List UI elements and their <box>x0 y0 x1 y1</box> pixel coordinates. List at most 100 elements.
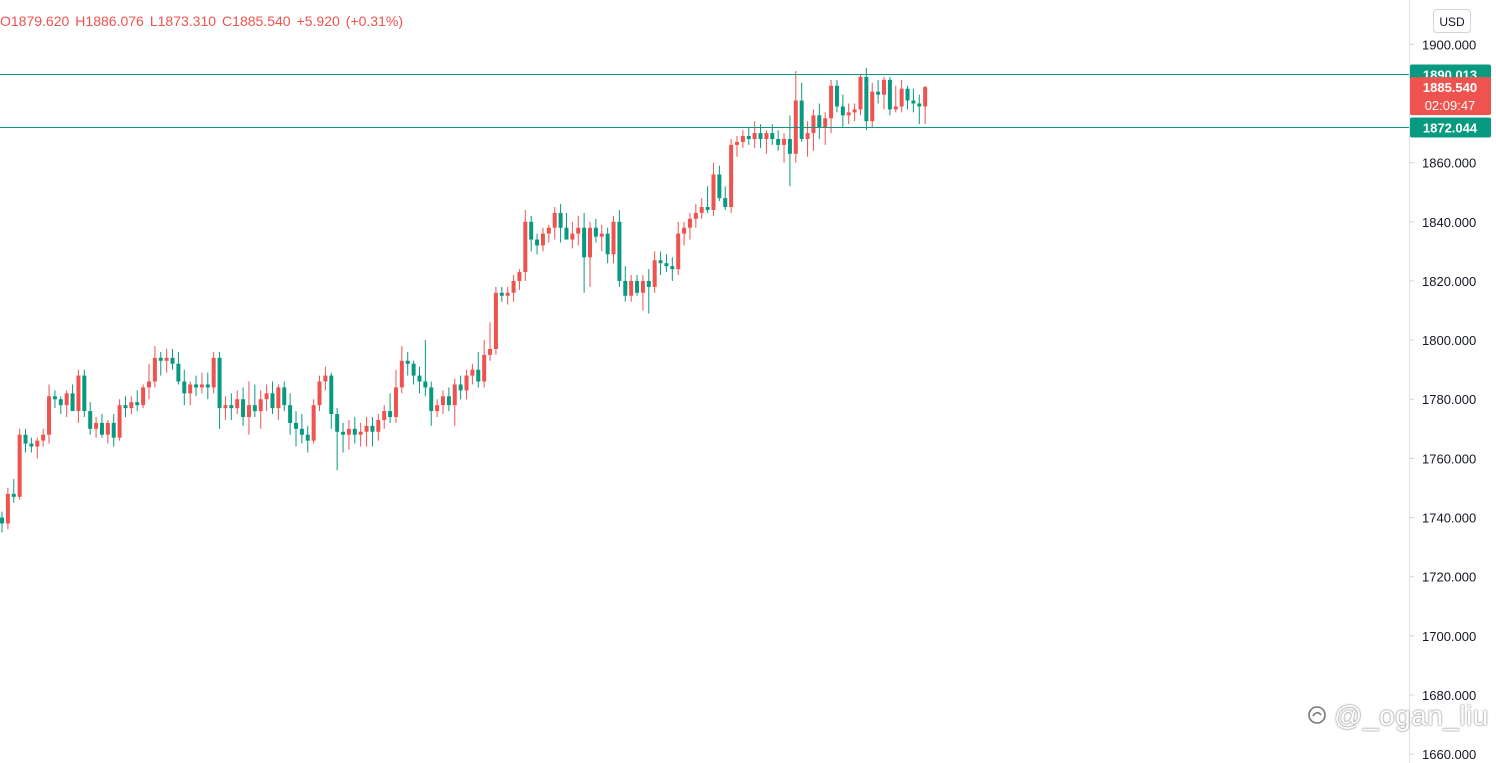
candle-body <box>852 109 857 113</box>
candle-body <box>205 384 210 388</box>
candle-body <box>687 218 692 228</box>
candle-body <box>64 393 69 406</box>
candle <box>799 82 804 142</box>
candle-body <box>5 493 10 524</box>
candle <box>540 227 545 252</box>
candle <box>693 204 698 228</box>
candle <box>364 416 369 447</box>
horizontal-line-tag: 1872.044 <box>1410 117 1491 138</box>
candle <box>29 437 34 453</box>
open-value: 1879.620 <box>10 13 70 29</box>
candle-body <box>70 393 75 412</box>
candle-body <box>799 100 804 139</box>
candle-body <box>411 363 416 376</box>
y-tick-label: 1900.000 <box>1422 37 1476 52</box>
candle-body <box>570 233 575 240</box>
candle <box>417 366 422 394</box>
candle <box>646 269 651 314</box>
candle-body <box>370 425 375 432</box>
candle <box>893 85 898 113</box>
candle-body <box>388 411 393 417</box>
candle <box>687 212 692 240</box>
candle <box>840 94 845 128</box>
candle <box>740 130 745 148</box>
candle <box>76 369 81 423</box>
y-tick-label: 1800.000 <box>1422 333 1476 348</box>
candle-body <box>58 399 63 406</box>
candle <box>388 393 393 423</box>
candle <box>88 402 93 435</box>
candle-body <box>717 174 722 199</box>
low-label: L <box>149 13 158 29</box>
candle-body <box>658 260 663 264</box>
candle <box>611 215 616 264</box>
currency-button[interactable]: USD <box>1433 9 1471 33</box>
candle <box>764 130 769 154</box>
candle-body <box>535 239 540 246</box>
candle <box>41 428 46 447</box>
candle <box>823 112 828 145</box>
candle <box>405 351 410 376</box>
candle-body <box>711 174 716 210</box>
candle-body <box>558 212 563 228</box>
candle <box>182 369 187 406</box>
candles-layer <box>0 68 928 533</box>
candle-body <box>258 399 263 412</box>
candle-body <box>905 88 910 101</box>
candle-body <box>629 280 634 296</box>
candle-body <box>217 357 222 409</box>
candle-body <box>623 280 628 296</box>
candle-body <box>517 272 522 281</box>
price-axis[interactable]: 1660.000 1680.000 1700.000 1720.000 1740.000… <box>1409 37 1476 762</box>
candle-body <box>188 384 193 394</box>
candle-body <box>135 402 140 406</box>
candle-body <box>511 280 516 293</box>
candle <box>511 275 516 302</box>
candle-body <box>805 133 810 139</box>
candle-body <box>635 280 640 293</box>
candle <box>399 346 404 394</box>
candle-body <box>170 357 175 364</box>
candle-body <box>35 440 40 447</box>
candle <box>570 221 575 249</box>
candle <box>817 103 822 139</box>
candle-body <box>735 141 739 145</box>
candle-body <box>505 292 510 296</box>
horizontal-line-tag-label: 1872.044 <box>1423 121 1478 136</box>
watermark-text: @_ogan_liu <box>1334 700 1489 731</box>
candle <box>270 381 275 415</box>
candle-body <box>305 434 310 441</box>
candle-body <box>476 369 481 382</box>
candle-body <box>546 227 551 234</box>
candle <box>776 130 781 151</box>
candle-body <box>552 212 557 228</box>
candle <box>82 369 87 417</box>
candle <box>0 511 4 533</box>
candle <box>864 68 869 131</box>
candle-body <box>452 384 457 406</box>
candle-body <box>752 133 757 139</box>
candle <box>229 393 234 420</box>
candle-body <box>405 360 410 364</box>
candle <box>517 269 522 290</box>
candle <box>446 387 451 412</box>
candle <box>588 221 592 287</box>
candle <box>752 121 757 148</box>
candle <box>94 416 99 438</box>
candle-body <box>770 133 775 139</box>
candle-body <box>564 227 569 240</box>
candle-body <box>593 227 598 237</box>
close-value: 1885.540 <box>232 13 291 29</box>
candle <box>558 204 563 243</box>
candle-body <box>76 375 81 412</box>
candle <box>47 384 52 444</box>
candle <box>164 348 169 373</box>
candle-body <box>640 280 645 293</box>
candle-body <box>493 292 498 349</box>
candle-body <box>317 381 322 406</box>
candle-body <box>111 422 116 438</box>
candle <box>223 396 228 420</box>
candle-body <box>823 118 828 128</box>
